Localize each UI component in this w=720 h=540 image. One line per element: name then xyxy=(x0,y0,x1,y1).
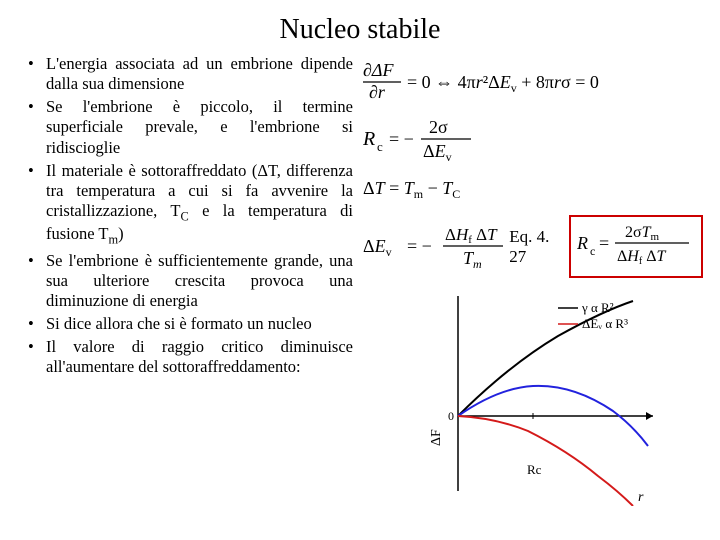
svg-text:ΔEᵥ α R³: ΔEᵥ α R³ xyxy=(582,316,628,331)
subscript-tc: C xyxy=(180,209,188,223)
svg-text:ΔF: ΔF xyxy=(429,429,444,446)
svg-text:r: r xyxy=(638,490,644,505)
svg-text:ΔHf ΔT: ΔHf ΔT xyxy=(445,225,498,246)
equation-4-row: ΔEv = − ΔHf ΔT Tm Eq. 4. 27 R c = 2σTm Δ… xyxy=(363,215,703,278)
bullet-text: Se l'embrione è sufficientemente grande,… xyxy=(46,251,353,310)
svg-text:R: R xyxy=(577,233,588,253)
eq2-svg: R c = − 2σ ΔEv xyxy=(363,115,513,163)
svg-text:0: 0 xyxy=(448,409,454,423)
bullet-text: ) xyxy=(118,224,124,243)
list-item: Si dice allora che si è formato un nucle… xyxy=(28,314,353,334)
svg-text:γ α R²: γ α R² xyxy=(581,300,614,315)
list-item: L'energia associata ad un embrione dipen… xyxy=(28,54,353,94)
equation-5-box: R c = 2σTm ΔHf ΔT xyxy=(569,215,703,278)
svg-text:c: c xyxy=(590,244,595,258)
chart-svg: 0 Rc ΔF r γ α R²ΔEᵥ α R³ xyxy=(428,296,678,506)
equation-column: ∂ΔF ∂r = 0 ⇔ 4πr²ΔEv + 8πrσ = 0 R c = − … xyxy=(363,54,703,511)
svg-text:Tm: Tm xyxy=(463,248,482,271)
bullet-list: L'energia associata ad un embrione dipen… xyxy=(28,54,353,377)
list-item: Se l'embrione è piccolo, il termine supe… xyxy=(28,97,353,157)
svg-text:= 0 ⇔ 4πr²ΔEv + 8πrσ = 0: = 0 ⇔ 4πr²ΔEv + 8πrσ = 0 xyxy=(407,72,599,95)
svg-text:ΔT = Tm − TC: ΔT = Tm − TC xyxy=(363,178,460,201)
energy-chart: 0 Rc ΔF r γ α R²ΔEᵥ α R³ xyxy=(428,296,703,511)
eq4-svg: ΔEv = − ΔHf ΔT Tm xyxy=(363,222,503,272)
svg-text:=: = xyxy=(599,233,609,253)
equation-3: ΔT = Tm − TC xyxy=(363,174,703,207)
list-item: Il materiale è sottoraffreddato (ΔT, dif… xyxy=(28,161,353,248)
content-area: L'energia associata ad un embrione dipen… xyxy=(0,54,720,511)
svg-text:2σTm: 2σTm xyxy=(625,224,660,243)
svg-text:ΔHf ΔT: ΔHf ΔT xyxy=(617,248,667,267)
eq5-svg: R c = 2σTm ΔHf ΔT xyxy=(577,221,695,267)
equation-2: R c = − 2σ ΔEv xyxy=(363,115,703,168)
equation-1: ∂ΔF ∂r = 0 ⇔ 4πr²ΔEv + 8πrσ = 0 xyxy=(363,58,703,107)
svg-text:∂r: ∂r xyxy=(369,82,386,102)
bullet-text: Il valore di raggio critico diminuisce a… xyxy=(46,337,353,376)
list-item: Se l'embrione è sufficientemente grande,… xyxy=(28,251,353,311)
svg-text:Rc: Rc xyxy=(527,462,542,477)
eq5-label: Eq. 4. 27 xyxy=(509,227,563,267)
list-item: Il valore di raggio critico diminuisce a… xyxy=(28,337,353,377)
svg-text:ΔEv: ΔEv xyxy=(363,236,392,259)
eq1-svg: ∂ΔF ∂r = 0 ⇔ 4πr²ΔEv + 8πrσ = 0 xyxy=(363,58,693,102)
svg-text:R: R xyxy=(363,128,375,150)
bullet-text: L'energia associata ad un embrione dipen… xyxy=(46,54,353,93)
svg-text:∂ΔF: ∂ΔF xyxy=(363,60,394,80)
subscript-tm: m xyxy=(108,233,118,247)
svg-text:c: c xyxy=(377,139,383,154)
slide-title: Nucleo stabile xyxy=(0,0,720,54)
svg-text:= −: = − xyxy=(407,236,432,256)
svg-text:2σ: 2σ xyxy=(429,117,448,137)
bullet-text: Se l'embrione è piccolo, il termine supe… xyxy=(46,97,353,156)
svg-text:= −: = − xyxy=(389,129,414,149)
eq3-svg: ΔT = Tm − TC xyxy=(363,174,543,202)
bullet-text: Si dice allora che si è formato un nucle… xyxy=(46,314,312,333)
svg-text:ΔEv: ΔEv xyxy=(423,141,452,163)
bullet-column: L'energia associata ad un embrione dipen… xyxy=(28,54,363,511)
